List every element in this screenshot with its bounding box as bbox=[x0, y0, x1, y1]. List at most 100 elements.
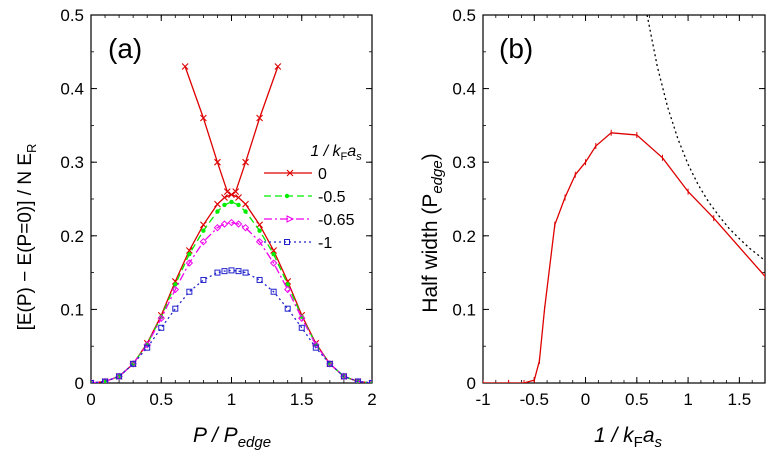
panel-a-series-1-point bbox=[201, 228, 206, 233]
panel-b-x-axis-label-tail: a bbox=[643, 424, 655, 447]
panel-a-x-tick-label: 1.5 bbox=[290, 390, 314, 409]
legend-title-sub: F bbox=[341, 151, 348, 163]
panel-a-series-3-point bbox=[158, 324, 165, 331]
panel-a-series-1-point bbox=[229, 199, 234, 205]
legend-title: 1 / kFas bbox=[310, 143, 362, 163]
panel-a-series-2-point bbox=[255, 237, 264, 246]
legend-title-tail-sub: s bbox=[356, 151, 362, 163]
panel-b-x-tick-label: -1 bbox=[475, 390, 490, 409]
legend: 0 -0.5 -0.65 -1 bbox=[264, 166, 355, 252]
panel-a-y-axis-label-sub: R bbox=[24, 144, 39, 153]
panel-b-plot-frame bbox=[482, 14, 766, 384]
panel-b-y-tick-label: 0 bbox=[467, 374, 476, 393]
panel-a-series-0-point bbox=[242, 200, 249, 208]
panel-a-series-2-point bbox=[171, 285, 180, 294]
panel-b-x-axis-label-tail-sub: s bbox=[655, 434, 663, 451]
panel-a-series-1-point bbox=[187, 252, 192, 257]
panel-b-x-axis-label-main: 1 / k bbox=[594, 424, 635, 447]
legend-label: 0 bbox=[318, 166, 327, 183]
panel-a-series-1-point bbox=[271, 252, 276, 257]
panel-a-series-2-point bbox=[234, 220, 243, 228]
panel-a-x-tick-label: 2 bbox=[367, 390, 376, 409]
panel-a-series-0-point bbox=[181, 63, 189, 70]
legend-marker bbox=[286, 169, 294, 177]
panel-a-series-2-point bbox=[185, 259, 194, 267]
panel-a-series-3-point bbox=[235, 268, 242, 275]
panel-a-series-3-point bbox=[172, 305, 179, 312]
panel-a-series-3-point bbox=[116, 373, 123, 380]
panel-a-series-0-point bbox=[242, 158, 249, 166]
panel-a-series-0-point bbox=[221, 194, 228, 201]
panel-a-series-0-point bbox=[200, 114, 207, 122]
panel-a-series-0-point bbox=[185, 247, 193, 254]
panel-a-series-2-point bbox=[213, 223, 222, 232]
panel-a-series-3-point bbox=[270, 288, 277, 295]
panel-b-plot-area bbox=[483, 15, 765, 383]
panel-a-series-3-point bbox=[284, 305, 291, 312]
legend-marker bbox=[286, 215, 295, 223]
panel-a-series-0-point bbox=[214, 158, 221, 166]
panel-a-y-tick-label: 0.4 bbox=[60, 80, 84, 99]
panel-a-series-1-point bbox=[222, 202, 227, 208]
panel-a-series-3-point bbox=[144, 344, 151, 351]
panel-a-y-tick-label: 0.1 bbox=[60, 300, 84, 319]
panel-a-y-tick-label: 0 bbox=[75, 374, 84, 393]
panel-a-series-2-point bbox=[157, 314, 165, 322]
panel-a-series-0-point bbox=[232, 188, 240, 196]
panel-b-y-tick-label: 0.5 bbox=[452, 6, 476, 25]
panel-a-series-1-point bbox=[173, 282, 178, 287]
legend-marker bbox=[284, 193, 290, 199]
panel-a-series-1-line bbox=[91, 201, 372, 383]
legend-label: -0.5 bbox=[318, 189, 346, 206]
panel-a-series-0-point bbox=[270, 247, 278, 254]
panel-a-series-0-point bbox=[228, 191, 235, 198]
panel-a-series-1-point bbox=[243, 209, 248, 214]
panel-a-y-tick-label: 0.2 bbox=[60, 227, 84, 246]
panel-a-x-axis-label-main: P / P bbox=[193, 424, 238, 447]
panel-b-x-tick-label: -0.5 bbox=[520, 390, 549, 409]
panel-a-series-2-point bbox=[199, 237, 208, 246]
panel-b-series-0-line bbox=[483, 132, 765, 383]
panel-a-plot-area bbox=[91, 63, 372, 383]
panel-b-y-tick-label: 0.1 bbox=[452, 300, 476, 319]
panel-a-series-1-point bbox=[285, 282, 290, 287]
panel-a-series-2-point bbox=[269, 259, 278, 267]
panel-a-series-2-point bbox=[220, 220, 229, 228]
panel-b-label: (b) bbox=[499, 33, 533, 64]
panel-a-series-3-point bbox=[130, 360, 137, 367]
panel-b-x-tick-label: 1.5 bbox=[728, 390, 752, 409]
legend-marker bbox=[284, 239, 290, 245]
panel-b-x-axis-label: 1 / kFas bbox=[594, 424, 663, 451]
panel-a-series-3-point bbox=[354, 378, 361, 383]
panel-b-y-axis-label: Half width (Pedge) bbox=[419, 153, 446, 312]
panel-a-y-tick-label: 0.3 bbox=[60, 153, 84, 172]
panel-a-series-0-point bbox=[223, 188, 231, 196]
panel-a-series-3-point bbox=[298, 324, 305, 331]
panel-a-y-tick-label: 0.5 bbox=[60, 6, 84, 25]
panel-a-x-tick-label: 1 bbox=[227, 390, 236, 409]
panel-a-series-3-point bbox=[221, 268, 228, 275]
legend-label: -1 bbox=[318, 235, 332, 252]
panel-a-series-0-point bbox=[200, 221, 207, 229]
panel-a-series-1-point bbox=[257, 228, 262, 233]
panel-a-series-2-point bbox=[298, 314, 306, 322]
panel-a-series-3-point bbox=[340, 373, 347, 380]
panel-a-series-3-point bbox=[214, 269, 221, 276]
panel-a-series-3-point bbox=[256, 276, 263, 283]
panel-b-y-tick-label: 0.2 bbox=[452, 227, 476, 246]
panel-a-series-3-point bbox=[242, 269, 249, 276]
panel-a-y-axis-label-main: [E(P) − E(P=0)] / N E bbox=[15, 153, 36, 330]
panel-b-y-tick-label: 0.3 bbox=[452, 153, 476, 172]
panel-a-series-0-point bbox=[235, 194, 242, 201]
legend-label: -0.65 bbox=[318, 212, 355, 229]
panel-b: (b) 1 / kFas Half width (Pedge) -1 -0.5 0 0… bbox=[419, 6, 766, 451]
panel-a-y-axis-label: [E(P) − E(P=0)] / N ER bbox=[15, 144, 39, 331]
panel-a-series-0-line bbox=[235, 66, 279, 192]
panel-b-x-axis-label-sub: F bbox=[634, 434, 643, 451]
panel-a-series-3-point bbox=[200, 276, 207, 283]
panel-a-series-0-line bbox=[184, 66, 228, 192]
panel-a-series-1-point bbox=[236, 202, 241, 208]
panel-a-series-0-point bbox=[274, 63, 282, 70]
